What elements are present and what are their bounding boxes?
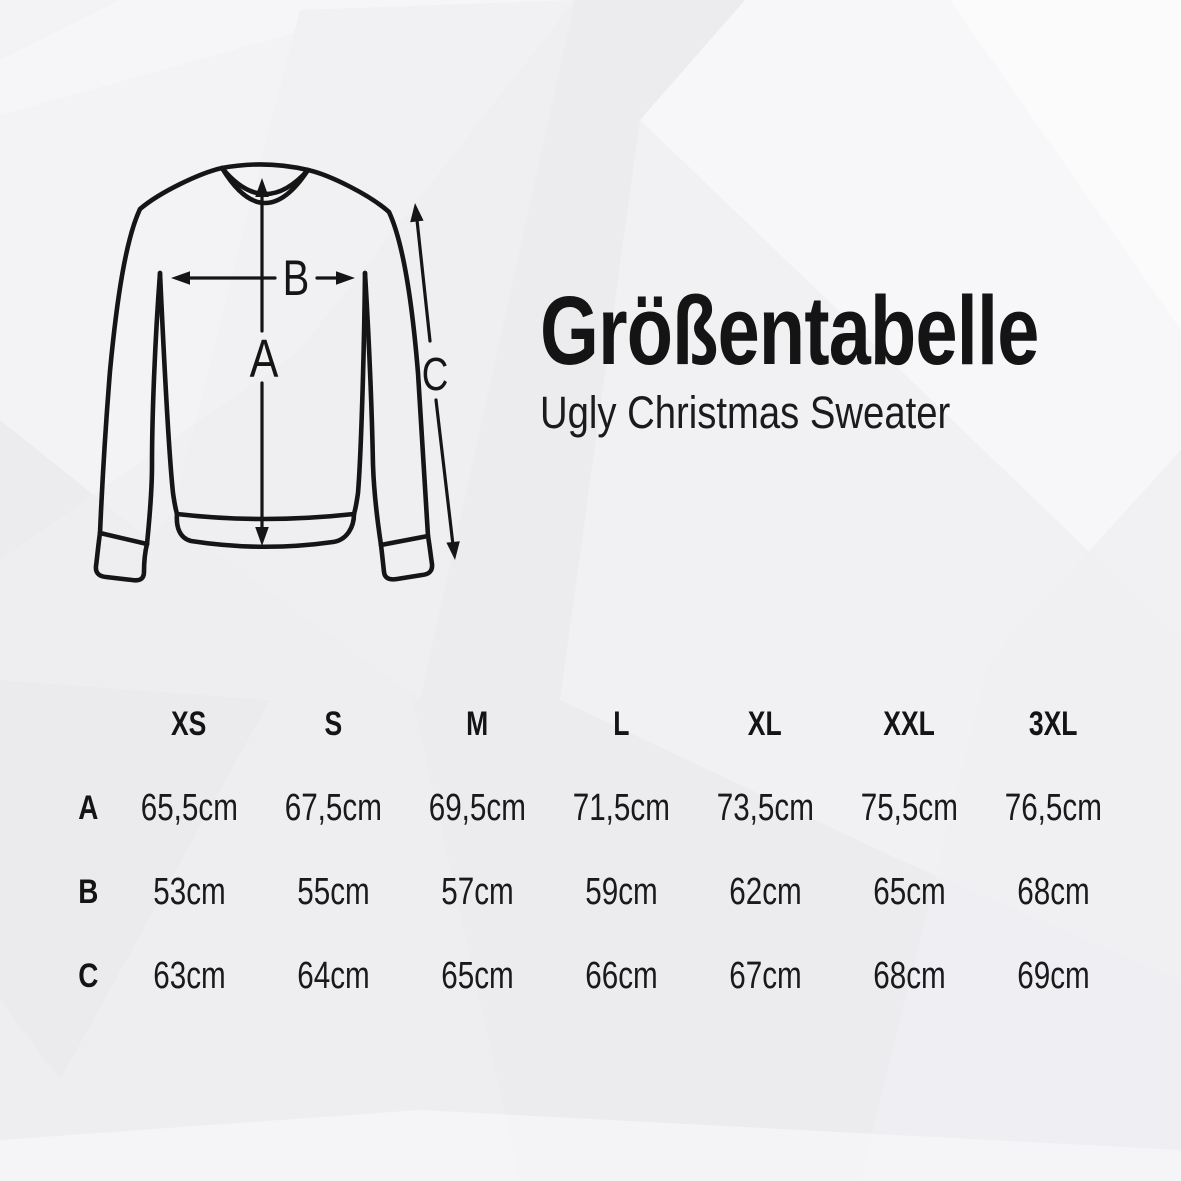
measurement-a-m: 69,5cm [428,786,526,829]
page-title: Größentabelle [540,276,1039,385]
left-cuff-band [93,530,150,583]
sweater-outline [93,162,435,583]
right-body-side [351,270,368,517]
row-label-a: A [77,788,99,827]
measurement-b-3xl: 68cm [1016,870,1090,913]
arrow-c-head-up [410,203,424,223]
left-body-side [157,270,180,517]
arrow-b-head-left [171,271,190,285]
measurement-a-xl: 73,5cm [716,786,814,829]
page-subtitle: Ugly Christmas Sweater [540,386,951,438]
size-column-header-xl: XL [748,704,782,743]
arrow-a-head-up [255,178,269,197]
measurement-c-xs: 63cm [152,954,226,997]
table-corner-spacer [59,682,117,766]
left-sleeve-outer [97,165,225,536]
measurement-b-xs: 53cm [152,870,226,913]
size-column-header-l: L [612,704,630,743]
measurement-a-xxl: 75,5cm [860,786,958,829]
measurement-c-xl: 67cm [728,954,802,997]
right-cuff-top-line [378,533,431,548]
right-cuff-band [378,533,435,582]
label-a: A [250,330,279,390]
arrow-c [410,203,460,560]
right-sleeve-outer [305,167,431,539]
measurement-labels: A B C [250,250,449,400]
arrow-b [171,271,355,285]
measurement-b-m: 57cm [440,870,514,913]
measurement-arrows [171,178,460,560]
collar-top-line [219,162,311,173]
arrow-a-head-down [255,527,269,546]
hem-top-line [174,511,357,522]
label-c: C [422,348,449,400]
size-column-header-s: S [324,704,342,743]
measurement-b-xl: 62cm [728,870,802,913]
row-label-b: B [77,872,99,911]
measurement-b-l: 59cm [584,870,658,913]
hem-band [174,511,357,550]
arrow-c-shaft-upper [415,218,432,343]
measurement-c-s: 64cm [296,954,370,997]
size-column-header-3xl: 3XL [1028,704,1078,743]
measurement-c-3xl: 69cm [1016,954,1090,997]
measurement-c-xxl: 68cm [872,954,946,997]
left-cuff-top-line [97,530,150,547]
row-label-c: C [77,956,99,995]
label-b: B [283,250,310,306]
measurement-c-m: 65cm [440,954,514,997]
measurement-a-s: 67,5cm [284,786,382,829]
arrow-a [255,178,269,546]
measurement-a-3xl: 76,5cm [1004,786,1102,829]
measurement-b-s: 55cm [296,870,370,913]
measurement-a-xs: 65,5cm [140,786,238,829]
left-sleeve-inner [144,270,163,547]
arrow-c-shaft-lower [434,398,455,547]
title-block: Größentabelle Ugly Christmas Sweater [540,276,1160,438]
size-table: XS S M L XL XXL 3XL A 65,5cm 67,5cm 69,5… [59,682,1125,1018]
arrow-c-head-down [446,541,460,560]
measurement-b-xxl: 65cm [872,870,946,913]
size-column-header-m: M [465,704,489,743]
right-sleeve-inner [362,270,384,548]
measurement-a-l: 71,5cm [572,786,670,829]
measurement-c-l: 66cm [584,954,658,997]
size-column-header-xxl: XXL [883,704,935,743]
collar-outer-line [219,165,311,206]
size-column-header-xs: XS [171,704,207,743]
arrow-b-head-right [336,271,355,285]
sweater-diagram: A B C [93,162,460,583]
